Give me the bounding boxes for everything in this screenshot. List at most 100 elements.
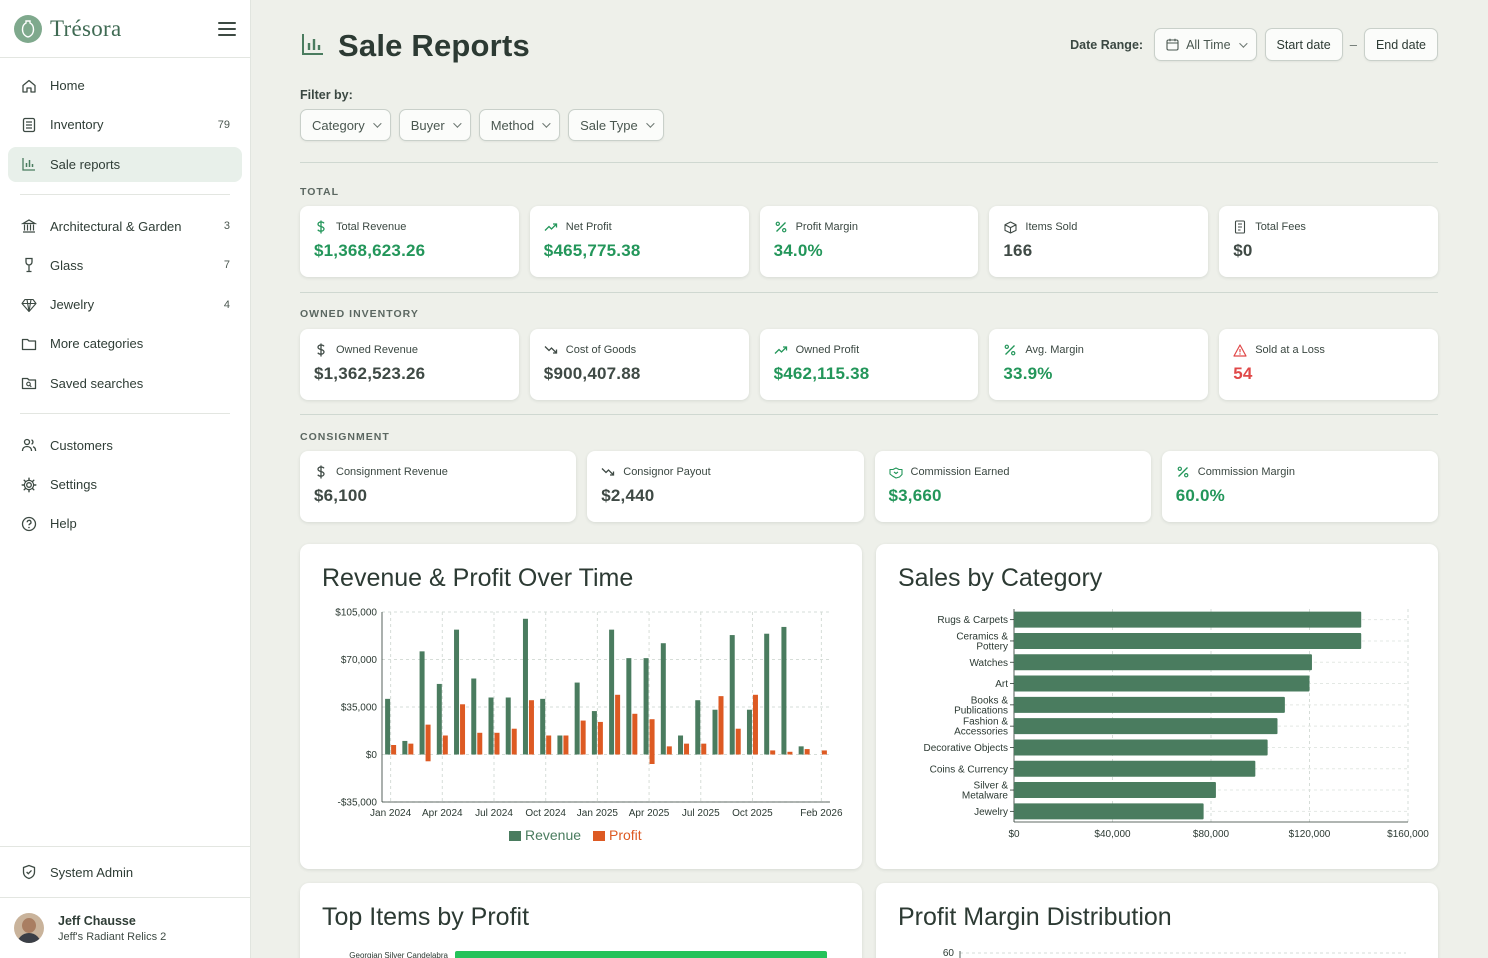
stat-card-consignor-payout: Consignor Payout $2,440 xyxy=(587,451,864,522)
profit-bar xyxy=(701,743,707,755)
x-tick-label: $80,000 xyxy=(1193,829,1230,840)
percent-icon xyxy=(774,220,788,234)
sidebar-item-inventory[interactable]: Inventory 79 xyxy=(8,107,242,142)
shield-check-icon xyxy=(20,863,38,881)
sidebar-item-more-categories[interactable]: More categories xyxy=(8,326,242,361)
profit-bar xyxy=(597,721,603,755)
legend-swatch-revenue xyxy=(509,831,521,841)
y-tick-label: Ceramics & xyxy=(956,631,1008,642)
x-tick-label: Jan 2024 xyxy=(370,808,412,819)
stat-card-total-fees: Total Fees $0 xyxy=(1219,206,1438,277)
profit-bar xyxy=(425,724,431,755)
profit-bar xyxy=(580,720,586,755)
stat-value: $0 xyxy=(1233,241,1253,260)
main-content: Sale Reports Date Range: All Time Start … xyxy=(251,0,1488,958)
category-count: 4 xyxy=(223,298,230,311)
legend-swatch-profit xyxy=(593,831,605,841)
stat-label: Owned Revenue xyxy=(336,344,418,356)
end-date-button[interactable]: End date xyxy=(1363,28,1438,61)
revenue-bar xyxy=(591,711,597,755)
revenue-bar xyxy=(574,682,580,755)
revenue-bar xyxy=(557,735,563,755)
x-tick-label: Jan 2025 xyxy=(577,808,619,819)
profit-bar xyxy=(391,745,397,755)
sidebar-item-label: Customers xyxy=(50,437,113,453)
sidebar-item-jewelry[interactable]: Jewelry 4 xyxy=(8,287,242,322)
bar-chart-icon xyxy=(20,155,38,173)
x-tick-label: $160,000 xyxy=(1387,829,1429,840)
filter-buyer[interactable]: Buyer xyxy=(398,109,471,141)
sidebar-item-system-admin[interactable]: System Admin xyxy=(0,846,250,897)
top-items-chart: Georgian Silver Candelabra xyxy=(349,951,827,958)
stat-label: Total Fees xyxy=(1255,221,1306,233)
revenue-bar xyxy=(764,633,770,755)
sidebar-item-saved-searches[interactable]: Saved searches xyxy=(8,366,242,401)
sidebar-item-label: More categories xyxy=(50,336,144,352)
sidebar-item-home[interactable]: Home xyxy=(8,68,242,103)
help-icon xyxy=(20,515,38,533)
user-profile[interactable]: Jeff Chausse Jeff's Radiant Relics 2 xyxy=(0,897,250,958)
category-bar xyxy=(1014,611,1362,628)
profit-bar xyxy=(821,750,827,755)
vase-logo-icon[interactable] xyxy=(14,14,42,43)
x-tick-label: Apr 2025 xyxy=(629,808,670,819)
profit-bar xyxy=(563,735,569,755)
sidebar-item-customers[interactable]: Customers xyxy=(8,428,242,463)
box-icon xyxy=(1003,220,1017,234)
y-tick-label: -$35,000 xyxy=(338,798,378,809)
avatar[interactable] xyxy=(14,913,44,943)
sidebar-item-sale-reports[interactable]: Sale reports xyxy=(8,146,242,182)
revenue-bar xyxy=(522,618,528,755)
consignment-cards: Consignment Revenue $6,100 Consignor Pay… xyxy=(300,451,1438,522)
date-range-select[interactable]: All Time xyxy=(1154,28,1257,61)
filter-label-text: Method xyxy=(490,117,535,133)
stat-card-owned-revenue: Owned Revenue $1,362,523.26 xyxy=(300,329,519,400)
profit-margin-chart: 60 xyxy=(943,948,1406,958)
sidebar-item-label: Glass xyxy=(50,257,84,273)
stat-card-commission-earned: Commission Earned $3,660 xyxy=(874,451,1151,522)
filter-sale-type[interactable]: Sale Type xyxy=(568,109,664,141)
filter-method[interactable]: Method xyxy=(478,109,561,141)
stat-value: 33.9% xyxy=(1003,364,1053,383)
y-tick-label: $70,000 xyxy=(341,655,378,666)
stat-value: $462,115.38 xyxy=(773,364,870,383)
sidebar-item-help[interactable]: Help xyxy=(8,506,242,541)
legend-label-profit: Profit xyxy=(609,827,642,843)
category-bar xyxy=(1014,718,1278,735)
filter-label: Filter by: xyxy=(300,88,353,102)
receipt-icon xyxy=(1233,220,1247,234)
x-tick-label: Apr 2024 xyxy=(422,808,463,819)
users-icon xyxy=(20,436,38,454)
sidebar-item-settings[interactable]: Settings xyxy=(8,467,242,502)
stat-card-avg-margin: Avg. Margin 33.9% xyxy=(989,329,1209,400)
page-title: Sale Reports xyxy=(338,28,530,63)
y-tick-label: Fashion & xyxy=(963,717,1008,728)
stat-label: Consignor Payout xyxy=(623,466,711,478)
sidebar-item-architectural-garden[interactable]: Architectural & Garden 3 xyxy=(8,209,242,244)
date-range-label: Date Range: xyxy=(1070,37,1144,52)
user-info: Jeff Chausse Jeff's Radiant Relics 2 xyxy=(58,914,166,943)
filter-label-text: Buyer xyxy=(410,117,445,133)
page-header: Sale Reports xyxy=(300,28,530,64)
sidebar-item-glass[interactable]: Glass 7 xyxy=(8,248,242,283)
sidebar-item-label: Architectural & Garden xyxy=(50,218,182,234)
chevron-down-icon xyxy=(372,119,382,128)
stat-value: 60.0% xyxy=(1175,486,1225,505)
stat-value: $3,660 xyxy=(888,486,942,505)
x-tick-label: $120,000 xyxy=(1289,829,1331,840)
stat-value: $900,407.88 xyxy=(543,364,641,383)
trending-down-icon xyxy=(544,343,558,357)
brand-name[interactable]: Trésora xyxy=(50,15,122,41)
revenue-bar xyxy=(746,709,752,755)
profit-bar xyxy=(684,743,690,755)
revenue-bar xyxy=(419,651,425,755)
profit-bar xyxy=(511,728,517,755)
folder-icon xyxy=(20,335,38,353)
menu-toggle-icon[interactable] xyxy=(218,21,236,36)
start-date-button[interactable]: Start date xyxy=(1264,28,1343,61)
legend-label-revenue: Revenue xyxy=(525,827,581,843)
filter-category[interactable]: Category xyxy=(300,109,391,141)
chart-title: Sales by Category xyxy=(898,564,1103,592)
stat-card-net-profit: Net Profit $465,775.38 xyxy=(529,206,749,277)
x-tick-label: Jul 2025 xyxy=(682,808,720,819)
